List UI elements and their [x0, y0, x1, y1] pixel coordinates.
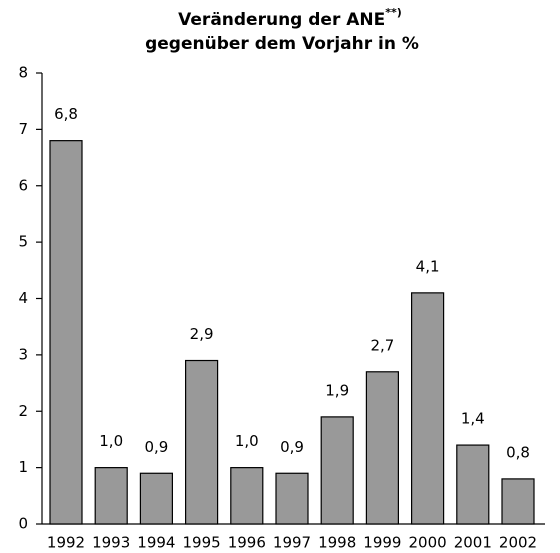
- x-tick-label: 2000: [409, 534, 447, 552]
- value-label: 1,9: [325, 381, 349, 399]
- value-label: 1,4: [461, 410, 485, 428]
- x-tick-label: 1995: [183, 534, 221, 552]
- x-tick-label: 1998: [318, 534, 356, 552]
- x-tick-label: 1997: [273, 534, 311, 552]
- y-tick-label: 4: [18, 289, 28, 307]
- bar: [230, 467, 264, 525]
- bar: [320, 416, 354, 525]
- bar: [501, 478, 535, 525]
- y-tick-label: 3: [18, 345, 28, 363]
- bar: [456, 444, 490, 525]
- value-label: 0,8: [506, 443, 530, 461]
- y-tick-label: 7: [18, 120, 28, 138]
- value-label: 2,7: [370, 336, 394, 354]
- y-tick-label: 6: [18, 176, 28, 194]
- value-label: 0,9: [144, 438, 168, 456]
- bar: [185, 359, 219, 525]
- x-tick-label: 1996: [228, 534, 266, 552]
- bar: [94, 467, 128, 525]
- y-tick-label: 1: [18, 458, 28, 476]
- bar: [365, 371, 399, 525]
- chart-title: Veränderung der ANE: [178, 10, 385, 30]
- x-tick-label: 1992: [47, 534, 85, 552]
- chart-subtitle: gegenüber dem Vorjahr in %: [145, 34, 419, 54]
- chart-title-line: Veränderung der ANE**): [178, 6, 402, 30]
- x-tick-label: 2002: [499, 534, 537, 552]
- x-tick-label: 1994: [137, 534, 175, 552]
- y-tick-label: 2: [18, 402, 28, 420]
- bar: [139, 472, 173, 525]
- bar: [411, 292, 445, 525]
- bar: [275, 472, 309, 525]
- x-tick-label: 1999: [363, 534, 401, 552]
- value-label: 1,0: [99, 432, 123, 450]
- bar: [49, 140, 83, 525]
- x-tick-label: 1993: [92, 534, 130, 552]
- x-tick-label: 2001: [454, 534, 492, 552]
- value-label: 2,9: [190, 325, 214, 343]
- y-tick-label: 5: [18, 233, 28, 251]
- value-label: 1,0: [235, 432, 259, 450]
- value-label: 6,8: [54, 105, 78, 123]
- y-tick-label: 8: [18, 64, 28, 82]
- y-tick-label: 0: [18, 515, 28, 533]
- value-label: 0,9: [280, 438, 304, 456]
- title-superscript: **): [385, 6, 402, 19]
- value-label: 4,1: [416, 257, 440, 275]
